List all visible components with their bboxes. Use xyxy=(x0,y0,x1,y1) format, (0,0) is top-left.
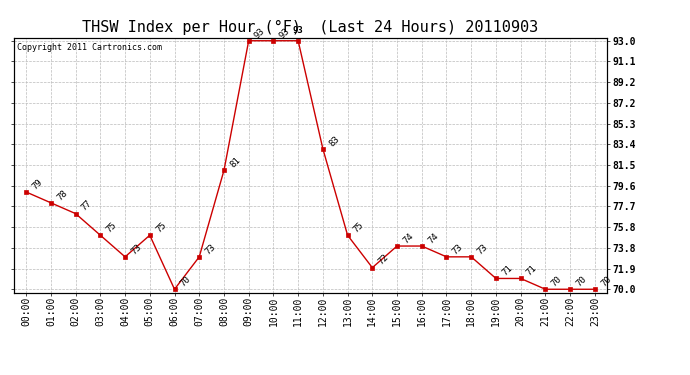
Text: 70: 70 xyxy=(549,274,564,288)
Text: 83: 83 xyxy=(327,134,341,148)
Text: 70: 70 xyxy=(179,274,193,288)
Text: 71: 71 xyxy=(525,264,539,278)
Text: 93: 93 xyxy=(293,26,304,35)
Text: 77: 77 xyxy=(80,199,94,213)
Text: 72: 72 xyxy=(377,253,391,267)
Text: 70: 70 xyxy=(599,274,613,288)
Text: 73: 73 xyxy=(129,242,144,256)
Text: 93: 93 xyxy=(253,26,267,40)
Title: THSW Index per Hour (°F)  (Last 24 Hours) 20110903: THSW Index per Hour (°F) (Last 24 Hours)… xyxy=(82,20,539,35)
Text: 73: 73 xyxy=(475,242,489,256)
Text: 73: 73 xyxy=(451,242,464,256)
Text: Copyright 2011 Cartronics.com: Copyright 2011 Cartronics.com xyxy=(17,43,161,52)
Text: 81: 81 xyxy=(228,156,242,170)
Text: 75: 75 xyxy=(104,220,119,234)
Text: 73: 73 xyxy=(204,242,217,256)
Text: 79: 79 xyxy=(30,177,44,191)
Text: 74: 74 xyxy=(426,231,440,245)
Text: 75: 75 xyxy=(154,220,168,234)
Text: 93: 93 xyxy=(277,26,292,40)
Text: 74: 74 xyxy=(401,231,415,245)
Text: 78: 78 xyxy=(55,188,69,202)
Text: 75: 75 xyxy=(352,220,366,234)
Text: 71: 71 xyxy=(500,264,514,278)
Text: 70: 70 xyxy=(574,274,589,288)
